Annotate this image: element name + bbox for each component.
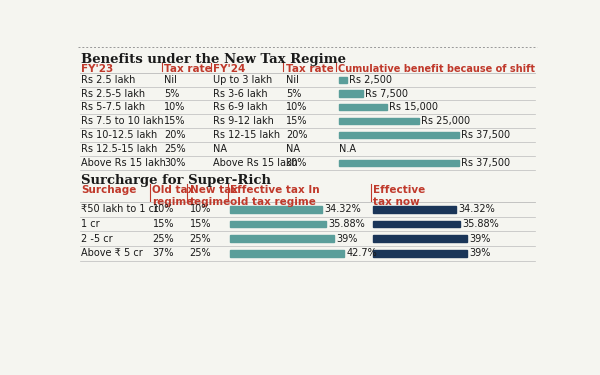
Text: ₹50 lakh to 1 cr: ₹50 lakh to 1 cr <box>81 204 158 214</box>
Text: 10%: 10% <box>190 204 211 214</box>
Text: 15%: 15% <box>190 219 211 229</box>
Text: 15%: 15% <box>286 116 307 126</box>
Bar <box>373 235 467 242</box>
Text: 20%: 20% <box>286 130 307 140</box>
Text: FY'23: FY'23 <box>81 64 113 74</box>
Text: 34.32%: 34.32% <box>458 204 495 214</box>
Bar <box>338 90 362 97</box>
Text: 35.88%: 35.88% <box>328 219 365 229</box>
Text: Rs 37,500: Rs 37,500 <box>461 158 510 168</box>
Text: 39%: 39% <box>470 248 491 258</box>
Text: Surchage: Surchage <box>81 185 137 195</box>
Text: Tax rate: Tax rate <box>164 64 212 74</box>
Text: 30%: 30% <box>286 158 307 168</box>
Text: 42.7%: 42.7% <box>346 248 377 258</box>
Bar <box>338 104 386 111</box>
Text: 20%: 20% <box>164 130 185 140</box>
Text: Up to 3 lakh: Up to 3 lakh <box>213 75 272 85</box>
Text: 25%: 25% <box>152 234 174 244</box>
Text: Above ₹ 5 cr: Above ₹ 5 cr <box>81 248 143 258</box>
Text: New tax
tegime: New tax tegime <box>190 185 238 207</box>
Text: 15%: 15% <box>152 219 174 229</box>
Text: 37%: 37% <box>152 248 174 258</box>
Text: NA: NA <box>213 144 227 154</box>
Text: Rs 5-7.5 lakh: Rs 5-7.5 lakh <box>81 102 145 112</box>
Text: Rs 12.5-15 lakh: Rs 12.5-15 lakh <box>81 144 158 154</box>
Text: 10%: 10% <box>286 102 307 112</box>
Text: 10%: 10% <box>164 102 185 112</box>
Text: Rs 25,000: Rs 25,000 <box>421 116 470 126</box>
Text: 30%: 30% <box>164 158 185 168</box>
Bar <box>373 220 460 228</box>
Text: 5%: 5% <box>286 88 301 99</box>
Bar <box>338 76 347 83</box>
Bar <box>230 250 344 257</box>
Text: Rs 7,500: Rs 7,500 <box>365 88 408 99</box>
Text: 25%: 25% <box>190 234 211 244</box>
Text: 34.32%: 34.32% <box>324 204 361 214</box>
Text: FY'24: FY'24 <box>213 64 245 74</box>
Text: Nil: Nil <box>286 75 299 85</box>
Text: 10%: 10% <box>152 204 174 214</box>
Text: Effective tax In
old tax regime: Effective tax In old tax regime <box>230 185 320 207</box>
Text: Rs 9-12 lakh: Rs 9-12 lakh <box>213 116 274 126</box>
Text: 1 cr: 1 cr <box>81 219 100 229</box>
Text: 2 -5 cr: 2 -5 cr <box>81 234 113 244</box>
Text: Rs 10-12.5 lakh: Rs 10-12.5 lakh <box>81 130 157 140</box>
Text: Rs 2,500: Rs 2,500 <box>349 75 392 85</box>
Bar <box>230 220 326 228</box>
Text: Rs 3-6 lakh: Rs 3-6 lakh <box>213 88 268 99</box>
Text: 25%: 25% <box>190 248 211 258</box>
Bar <box>338 160 458 166</box>
Text: Nil: Nil <box>164 75 177 85</box>
Text: Rs 6-9 lakh: Rs 6-9 lakh <box>213 102 268 112</box>
Bar <box>373 250 467 257</box>
Bar <box>338 132 458 138</box>
Bar <box>230 235 334 242</box>
Text: 39%: 39% <box>337 234 358 244</box>
Text: Rs 7.5 to 10 lakh: Rs 7.5 to 10 lakh <box>81 116 164 126</box>
Text: Above Rs 15 lakh: Above Rs 15 lakh <box>81 158 166 168</box>
Text: Cumulative benefit because of shift: Cumulative benefit because of shift <box>338 64 536 74</box>
Text: Benefits under the New Tax Regime: Benefits under the New Tax Regime <box>81 54 346 66</box>
Bar <box>338 118 419 124</box>
Text: Effective
tax now: Effective tax now <box>373 185 425 207</box>
Text: 25%: 25% <box>164 144 186 154</box>
Bar <box>373 206 456 213</box>
Text: Tax rate: Tax rate <box>286 64 334 74</box>
Text: Rs 2.5-5 lakh: Rs 2.5-5 lakh <box>81 88 145 99</box>
Text: N.A: N.A <box>338 144 355 154</box>
Bar <box>230 206 322 213</box>
Text: Rs 12-15 lakh: Rs 12-15 lakh <box>213 130 280 140</box>
Text: Old tax
regime: Old tax regime <box>152 185 195 207</box>
Text: Rs 15,000: Rs 15,000 <box>389 102 438 112</box>
Text: Rs 37,500: Rs 37,500 <box>461 130 510 140</box>
Text: 15%: 15% <box>164 116 185 126</box>
Text: Above Rs 15 lakh: Above Rs 15 lakh <box>213 158 298 168</box>
Text: 35.88%: 35.88% <box>462 219 499 229</box>
Text: NA: NA <box>286 144 300 154</box>
Text: 39%: 39% <box>470 234 491 244</box>
Text: 5%: 5% <box>164 88 179 99</box>
Text: Rs 2.5 lakh: Rs 2.5 lakh <box>81 75 136 85</box>
Text: Surcharge for Super-Rich: Surcharge for Super-Rich <box>81 174 271 188</box>
